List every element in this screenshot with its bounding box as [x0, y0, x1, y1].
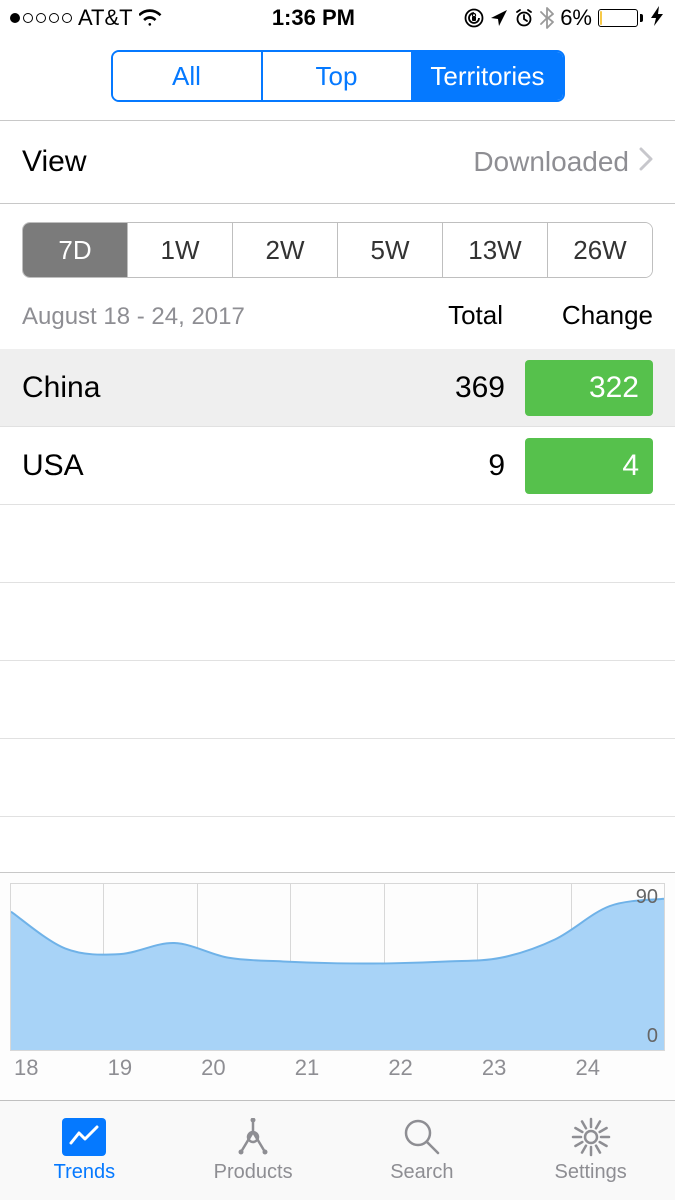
products-icon: [229, 1117, 277, 1157]
tab-settings[interactable]: Settings: [506, 1101, 675, 1200]
trends-icon: [60, 1117, 108, 1157]
period-13w[interactable]: 13W: [443, 223, 548, 277]
tab-trends[interactable]: Trends: [0, 1101, 169, 1200]
table-row[interactable]: USA94: [0, 427, 675, 505]
table-header: August 18 - 24, 2017 Total Change: [0, 288, 675, 349]
chart-x-labels: 18192021222324: [10, 1055, 665, 1081]
tab-label: Settings: [554, 1161, 626, 1184]
chart-xtick: 20: [197, 1055, 291, 1081]
tab-bar: Trends Products Search Settings: [0, 1100, 675, 1200]
charging-icon: [651, 6, 665, 31]
settings-icon: [567, 1117, 615, 1157]
alarm-icon: [514, 8, 534, 28]
top-filter-row: AllTopTerritories: [0, 36, 675, 121]
view-label: View: [22, 145, 86, 179]
chart-ylabel-top: 90: [636, 886, 658, 909]
chart-xtick: 19: [104, 1055, 198, 1081]
period-segmented-control: 7D1W2W5W13W26W: [22, 222, 653, 278]
territory-name: China: [22, 371, 385, 405]
period-2w[interactable]: 2W: [233, 223, 338, 277]
period-7d[interactable]: 7D: [23, 223, 128, 277]
table-row-empty: [0, 583, 675, 661]
tab-top[interactable]: Top: [263, 52, 413, 100]
bluetooth-icon: [540, 7, 554, 29]
table-row-empty: [0, 505, 675, 583]
table-row-empty: [0, 661, 675, 739]
tab-label: Search: [390, 1161, 453, 1184]
period-1w[interactable]: 1W: [128, 223, 233, 277]
view-row[interactable]: View Downloaded: [0, 121, 675, 204]
carrier-label: AT&T: [78, 5, 133, 31]
status-right: 6%: [464, 5, 665, 31]
signal-strength-icon: [10, 13, 72, 23]
wifi-icon: [139, 9, 163, 27]
battery-icon: [598, 9, 643, 27]
location-icon: [490, 9, 508, 27]
rotation-lock-icon: [464, 8, 484, 28]
tab-products[interactable]: Products: [169, 1101, 338, 1200]
territory-table: China369 322 USA94: [0, 349, 675, 895]
chart-xtick: 18: [10, 1055, 104, 1081]
col-change-label: Change: [503, 300, 653, 331]
chart-xtick: 21: [291, 1055, 385, 1081]
territory-total: 9: [385, 449, 505, 483]
date-range-label: August 18 - 24, 2017: [22, 303, 383, 331]
chart-xtick: 23: [478, 1055, 572, 1081]
tab-label: Trends: [54, 1161, 116, 1184]
chart-ylabel-bottom: 0: [647, 1025, 658, 1048]
tab-territories[interactable]: Territories: [413, 52, 563, 100]
table-row[interactable]: China369 322: [0, 349, 675, 427]
change-badge: 322: [525, 360, 653, 416]
tab-label: Products: [214, 1161, 293, 1184]
territory-name: USA: [22, 449, 385, 483]
chart-zone: 90 0 18192021222324: [0, 872, 675, 1100]
period-5w[interactable]: 5W: [338, 223, 443, 277]
chart[interactable]: 90 0: [10, 883, 665, 1051]
search-icon: [398, 1117, 446, 1157]
tab-search[interactable]: Search: [338, 1101, 507, 1200]
col-total-label: Total: [383, 300, 503, 331]
chart-xtick: 22: [384, 1055, 478, 1081]
table-row-empty: [0, 739, 675, 817]
tab-all[interactable]: All: [113, 52, 263, 100]
period-row: 7D1W2W5W13W26W: [0, 204, 675, 288]
change-badge: 4: [525, 438, 653, 494]
battery-pct-label: 6%: [560, 5, 592, 31]
period-26w[interactable]: 26W: [548, 223, 652, 277]
top-segmented-control: AllTopTerritories: [111, 50, 565, 102]
status-bar: AT&T 1:36 PM 6%: [0, 0, 675, 36]
chevron-right-icon: [639, 146, 653, 178]
view-value: Downloaded: [473, 146, 629, 178]
status-time: 1:36 PM: [272, 5, 355, 31]
chart-xtick: 24: [571, 1055, 665, 1081]
territory-total: 369: [385, 371, 505, 405]
status-left: AT&T: [10, 5, 163, 31]
